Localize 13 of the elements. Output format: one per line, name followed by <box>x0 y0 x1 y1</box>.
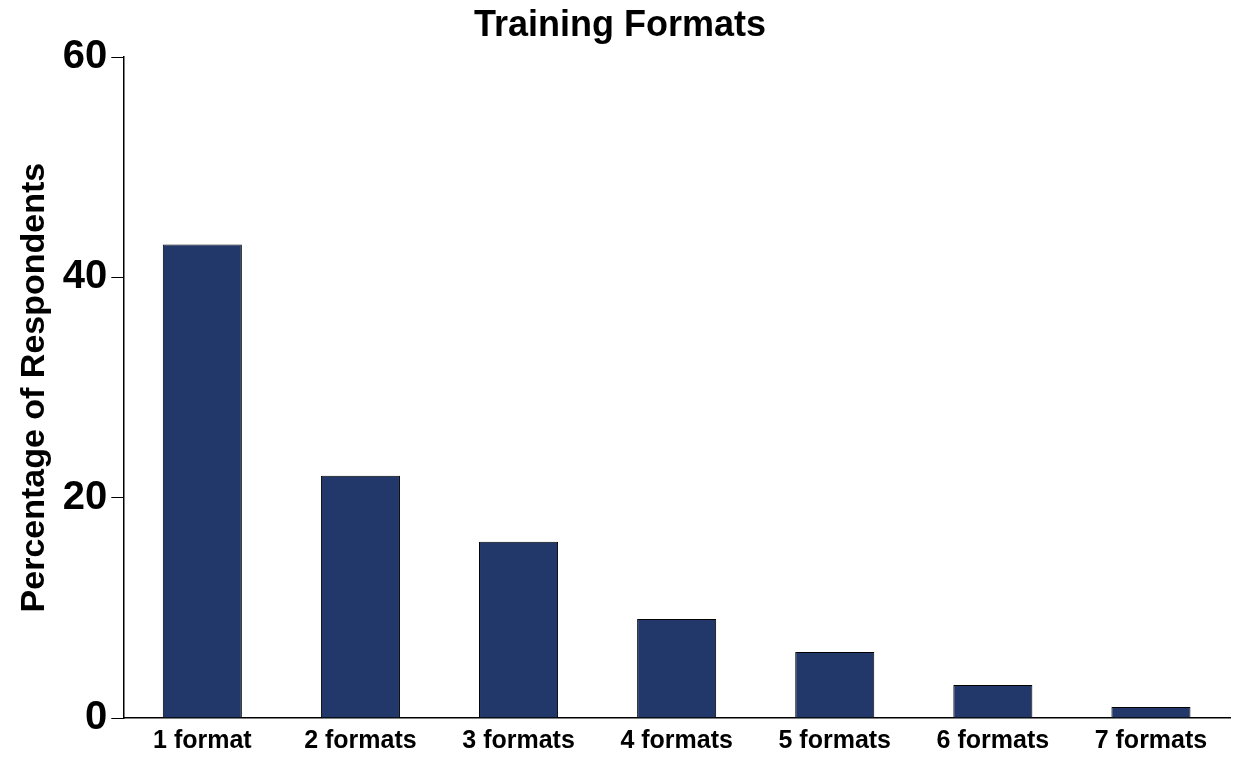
chart-title: Training Formats <box>473 2 767 44</box>
y-tick-label: 20 <box>62 472 108 517</box>
x-tick-label: 6 formats <box>936 724 1050 753</box>
x-tick-label: 3 formats <box>462 724 575 753</box>
x-tick-label: 4 formats <box>620 724 733 753</box>
y-axis-title: Percentage of Respondents <box>12 162 51 613</box>
y-tick-label: 0 <box>85 693 108 738</box>
y-tick-label: 40 <box>62 252 108 297</box>
x-tick-label: 2 formats <box>304 724 417 753</box>
y-tick-label: 60 <box>62 32 108 77</box>
x-tick-label: 5 formats <box>778 724 892 753</box>
x-tick-label: 1 format <box>153 724 253 753</box>
x-tick-label: 7 formats <box>1094 724 1208 753</box>
